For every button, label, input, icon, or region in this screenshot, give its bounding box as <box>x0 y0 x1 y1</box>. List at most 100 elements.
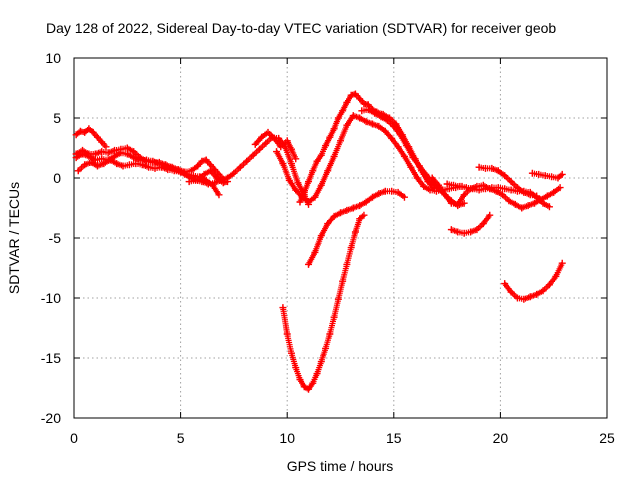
data-point <box>81 128 89 136</box>
data-point <box>481 164 489 172</box>
data-point <box>262 139 270 147</box>
x-tick-label: 10 <box>279 430 295 446</box>
data-point <box>475 186 483 194</box>
data-point <box>305 178 313 186</box>
data-point <box>520 295 528 303</box>
data-point <box>488 164 496 172</box>
data-point <box>539 199 547 207</box>
data-point <box>81 161 89 169</box>
data-point <box>283 137 291 145</box>
data-point <box>330 313 338 321</box>
data-point <box>499 191 507 199</box>
data-point <box>149 158 157 166</box>
data-point <box>377 113 385 121</box>
data-point <box>322 344 330 352</box>
data-point <box>347 244 355 252</box>
y-axis-title: SDTVAR / TECUs <box>6 182 22 294</box>
data-point <box>460 199 468 207</box>
data-point <box>255 145 263 153</box>
data-point <box>211 166 219 174</box>
data-point <box>409 154 417 162</box>
data-point <box>460 191 468 199</box>
data-point <box>447 226 455 234</box>
series-track-6 <box>251 128 300 163</box>
data-point <box>217 176 225 184</box>
data-point <box>317 151 325 159</box>
data-point <box>198 157 206 165</box>
data-point <box>215 191 223 199</box>
data-point <box>533 290 541 298</box>
data-point <box>230 169 238 177</box>
data-point <box>449 181 457 189</box>
data-point <box>513 184 521 192</box>
data-point <box>381 127 389 135</box>
data-point <box>98 148 106 156</box>
data-point <box>155 158 163 166</box>
data-point <box>106 156 114 164</box>
data-point <box>123 150 131 158</box>
series-track-3 <box>72 144 227 183</box>
data-point <box>113 160 121 168</box>
data-point <box>339 107 347 115</box>
data-point <box>390 122 398 130</box>
data-point <box>501 280 509 288</box>
data-point <box>400 193 408 201</box>
data-point <box>294 179 302 187</box>
x-tick-label: 15 <box>386 430 402 446</box>
data-point <box>511 200 519 208</box>
y-tick-label: 10 <box>45 50 61 66</box>
data-point <box>93 133 101 141</box>
data-point <box>279 304 287 312</box>
data-point <box>130 148 138 156</box>
data-point <box>264 128 272 136</box>
data-point <box>138 161 146 169</box>
data-point <box>494 184 502 192</box>
series-track-17 <box>501 259 566 303</box>
data-point <box>543 192 551 200</box>
y-tick-label: -20 <box>41 410 61 426</box>
data-point <box>541 172 549 180</box>
data-point <box>270 134 278 142</box>
series-track-9 <box>358 106 468 210</box>
series-track <box>429 175 562 211</box>
data-point <box>462 184 470 192</box>
data-point <box>554 174 562 182</box>
data-point <box>311 193 319 201</box>
data-point <box>162 161 170 169</box>
data-point <box>277 143 285 151</box>
data-point <box>251 140 259 148</box>
data-point <box>334 114 342 122</box>
data-point <box>111 146 119 154</box>
data-point <box>79 146 87 154</box>
data-point <box>479 220 487 228</box>
data-point <box>545 203 553 211</box>
data-point <box>339 277 347 285</box>
series-track-15 <box>279 211 368 393</box>
data-point <box>513 294 521 302</box>
data-point <box>76 127 84 135</box>
data-point <box>192 176 200 184</box>
series-track-13 <box>528 169 566 182</box>
data-point <box>520 188 528 196</box>
data-point <box>322 142 330 150</box>
data-point <box>347 91 355 99</box>
y-tick-label: -5 <box>49 230 62 246</box>
data-point <box>258 133 266 141</box>
data-point <box>296 376 304 384</box>
data-point <box>85 150 93 158</box>
data-point <box>368 193 376 201</box>
data-point <box>420 182 428 190</box>
data-point <box>142 157 150 165</box>
data-point <box>85 125 93 133</box>
series-track-16 <box>447 211 494 237</box>
data-point <box>550 188 558 196</box>
data-point <box>194 162 202 170</box>
data-point <box>422 170 430 178</box>
data-point <box>151 164 159 172</box>
data-point <box>460 229 468 237</box>
series-track-5 <box>185 133 313 208</box>
data-point <box>486 211 494 219</box>
data-point <box>533 192 541 200</box>
data-point <box>132 160 140 168</box>
data-point <box>125 161 133 169</box>
